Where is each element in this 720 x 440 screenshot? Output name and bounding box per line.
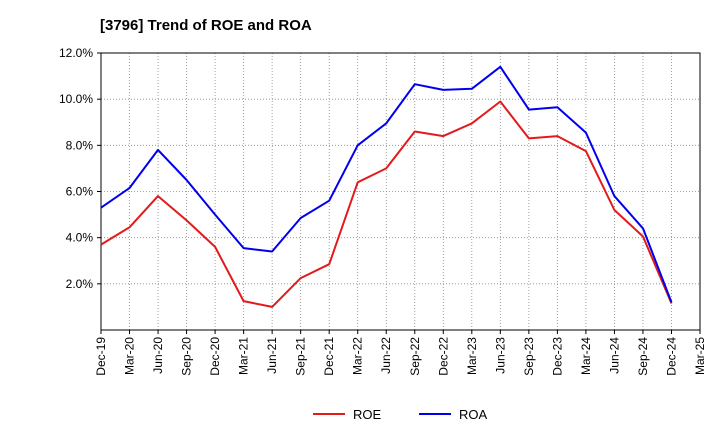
y-tick-label: 8.0% (66, 138, 94, 152)
x-tick-label: Sep-20 (180, 337, 194, 376)
plot-frame (100, 52, 701, 331)
x-tick-label: Mar-24 (579, 337, 593, 375)
series-line-roa (100, 65, 673, 303)
y-tick-label: 6.0% (66, 185, 94, 199)
grid (101, 53, 700, 330)
x-tick-label: Jun-24 (607, 337, 621, 374)
x-tick-label: Jun-20 (151, 337, 165, 374)
chart-title: [3796] Trend of ROE and ROA (100, 17, 312, 34)
x-tick-label: Dec-22 (436, 337, 450, 376)
x-tick-label: Mar-23 (465, 337, 479, 375)
x-tick-label: Dec-20 (208, 337, 222, 376)
x-tick-label: Jun-22 (379, 337, 393, 374)
x-tick-label: Sep-24 (636, 337, 650, 376)
legend-label-roe: ROE (353, 407, 382, 422)
x-tick-label: Sep-21 (294, 337, 308, 376)
x-tick-label: Dec-19 (94, 337, 108, 376)
series-lines (100, 65, 673, 308)
x-tick-label: Mar-22 (351, 337, 365, 375)
y-tick-label: 12.0% (59, 46, 93, 60)
legend: ROE ROA (313, 407, 488, 422)
x-tick-label: Mar-25 (693, 337, 707, 375)
x-tick-label: Jun-23 (493, 337, 507, 374)
x-axis: Dec-19 Mar-20 Jun-20 Sep-20 Dec-20 Mar-21 Jun-… (94, 330, 707, 376)
x-tick-label: Dec-24 (664, 337, 678, 376)
y-tick-label: 2.0% (66, 277, 94, 291)
series-line-roe (100, 100, 673, 308)
x-tick-label: Sep-23 (522, 337, 536, 376)
x-tick-label: Jun-21 (265, 337, 279, 374)
x-tick-label: Dec-21 (322, 337, 336, 376)
x-tick-label: Sep-22 (408, 337, 422, 376)
legend-label-roa: ROA (459, 407, 488, 422)
y-tick-label: 10.0% (59, 92, 93, 106)
y-tick-label: 4.0% (66, 231, 94, 245)
x-tick-label: Mar-20 (123, 337, 137, 375)
y-axis: 2.0% 4.0% 6.0% 8.0% 10.0% 12.0% (59, 46, 101, 291)
x-tick-label: Mar-21 (237, 337, 251, 375)
x-tick-label: Dec-23 (550, 337, 564, 376)
